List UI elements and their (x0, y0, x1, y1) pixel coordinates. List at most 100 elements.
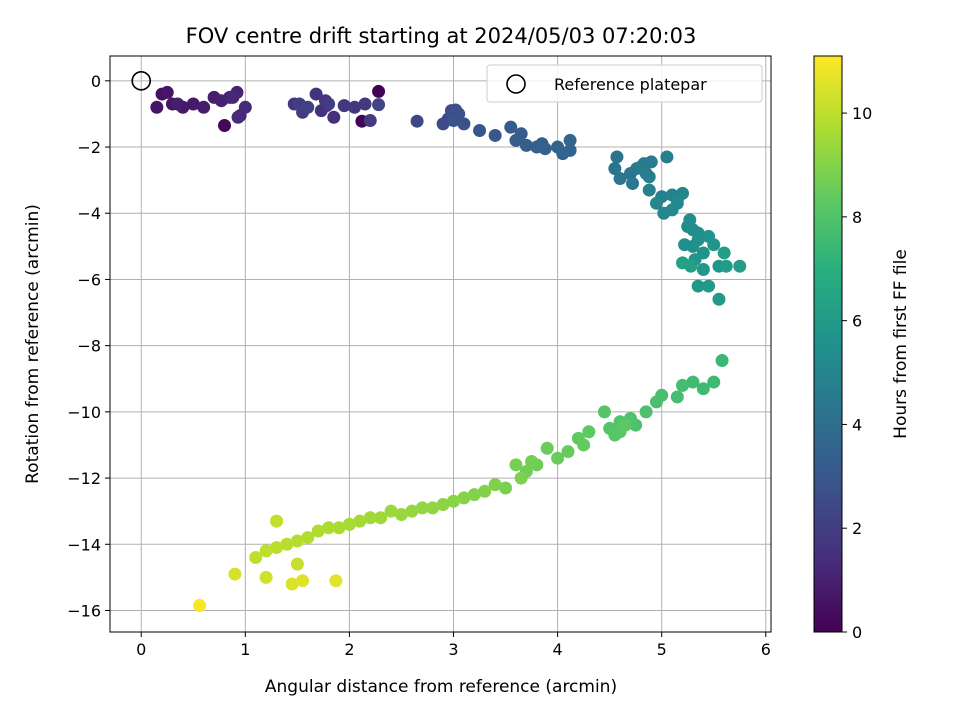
data-point (160, 85, 174, 99)
data-points (150, 84, 747, 613)
data-point (280, 537, 294, 551)
x-axis-label: Angular distance from reference (arcmin) (265, 677, 617, 697)
data-point (348, 100, 362, 114)
y-tick-label: −14 (67, 535, 101, 554)
data-point (691, 279, 705, 293)
data-point (171, 97, 185, 111)
data-point (670, 196, 684, 210)
data-point (715, 354, 729, 368)
data-point (457, 117, 471, 131)
data-point (499, 481, 513, 495)
data-point (525, 455, 539, 469)
data-point (707, 375, 721, 389)
data-point (582, 425, 596, 439)
data-point (309, 87, 323, 101)
data-point (372, 98, 386, 112)
data-point (358, 97, 372, 111)
data-point (514, 471, 528, 485)
data-point (231, 110, 245, 124)
legend-marker-icon (506, 74, 526, 94)
data-point (372, 84, 386, 98)
colorbar-tick-label: 4 (852, 415, 862, 434)
y-tick-label: 0 (91, 72, 101, 91)
grid-lines (110, 56, 771, 632)
data-point (686, 375, 700, 389)
reference-marker (131, 71, 152, 91)
data-point (551, 451, 565, 465)
data-point (676, 378, 690, 392)
data-point (733, 259, 747, 273)
x-tick-label: 3 (448, 640, 458, 659)
data-point (670, 390, 684, 404)
data-point (473, 123, 487, 137)
data-point (415, 501, 429, 515)
data-point (608, 162, 622, 176)
data-point (301, 531, 315, 545)
legend-label: Reference platepar (554, 75, 707, 94)
data-point (488, 478, 502, 492)
data-point (538, 142, 552, 156)
data-point (363, 511, 377, 525)
data-point (613, 171, 627, 185)
plot-frame (109, 55, 772, 633)
data-point (696, 263, 710, 277)
x-tick-label: 1 (240, 640, 250, 659)
y-tick-label: −8 (77, 337, 101, 356)
data-point (642, 183, 656, 197)
legend: Reference platepar (486, 64, 763, 103)
data-point (540, 441, 554, 455)
data-point (337, 99, 351, 113)
data-point (660, 150, 674, 164)
legend-box (486, 64, 763, 103)
x-tick-label: 4 (553, 640, 563, 659)
colorbar-ticks: 0 2 4 6 8 10 (842, 104, 872, 642)
x-tick-label: 0 (136, 640, 146, 659)
data-point (488, 128, 502, 142)
data-point (634, 160, 648, 174)
y-tick-label: −6 (77, 270, 101, 289)
y-tick-label: −10 (67, 403, 101, 422)
colorbar (813, 55, 843, 633)
data-point (563, 133, 577, 147)
data-point (691, 233, 705, 247)
data-point (384, 504, 398, 518)
data-point (676, 186, 690, 200)
data-point (509, 133, 523, 147)
data-point (649, 196, 663, 210)
data-point (504, 120, 518, 134)
data-point (193, 599, 207, 613)
data-point (457, 491, 471, 505)
colorbar-tick-label: 10 (852, 104, 872, 123)
data-point (150, 100, 164, 114)
data-point (717, 246, 731, 260)
data-point (561, 445, 575, 459)
data-point (285, 577, 299, 591)
data-point (259, 570, 273, 584)
data-point (329, 574, 343, 588)
x-tick-label: 5 (657, 640, 667, 659)
data-point (353, 514, 367, 528)
colorbar-tick-label: 6 (852, 312, 862, 331)
data-point (342, 517, 356, 531)
data-point (405, 504, 419, 518)
data-point (259, 544, 273, 558)
data-point (519, 138, 533, 152)
data-point (322, 521, 336, 535)
data-point (618, 418, 632, 432)
data-point (374, 511, 388, 525)
colorbar-tick-label: 2 (852, 519, 862, 538)
data-point (332, 521, 346, 535)
data-point (676, 256, 690, 270)
data-point (649, 395, 663, 409)
data-point (249, 551, 263, 565)
data-point (509, 458, 523, 472)
data-point (702, 279, 716, 293)
data-point (577, 438, 591, 452)
data-point (186, 97, 200, 111)
data-point (563, 143, 577, 157)
y-axis-label: Rotation from reference (arcmin) (23, 204, 43, 484)
data-point (311, 524, 325, 538)
colorbar-tick-label: 8 (852, 208, 862, 227)
x-axis-ticks: 0 1 2 3 4 5 6 (136, 632, 771, 659)
